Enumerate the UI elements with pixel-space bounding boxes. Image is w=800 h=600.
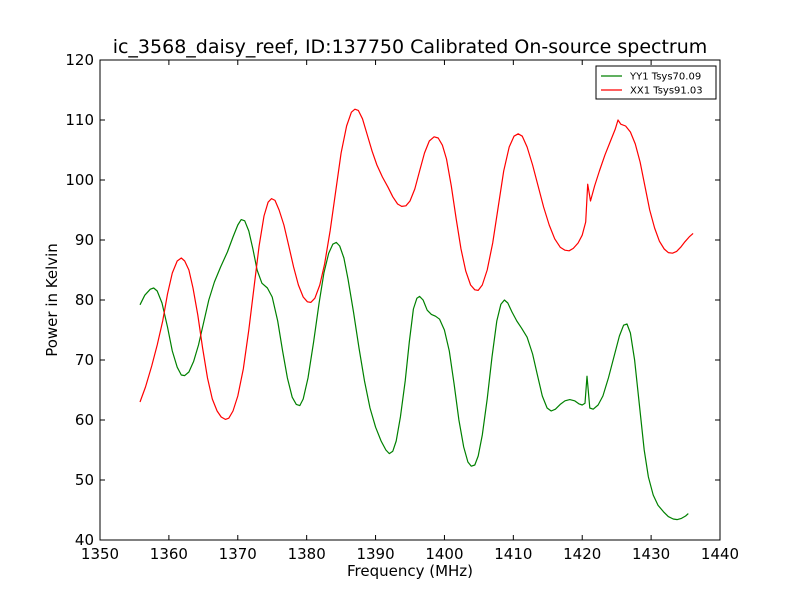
x-tick-label: 1390 xyxy=(356,545,394,563)
y-tick-label: 100 xyxy=(65,171,94,189)
x-axis-label: Frequency (MHz) xyxy=(347,562,473,580)
y-tick-label: 90 xyxy=(75,231,94,249)
x-tick-label: 1440 xyxy=(701,545,739,563)
x-tick-label: 1400 xyxy=(425,545,463,563)
y-tick-label: 110 xyxy=(65,111,94,129)
x-tick-label: 1410 xyxy=(494,545,532,563)
chart-title: ic_3568_daisy_reef, ID:137750 Calibrated… xyxy=(113,36,708,58)
x-tick-label: 1420 xyxy=(563,545,601,563)
x-tick-label: 1370 xyxy=(219,545,257,563)
x-tick-label: 1350 xyxy=(81,545,119,563)
x-tick-label: 1380 xyxy=(288,545,326,563)
y-tick-label: 120 xyxy=(65,51,94,69)
series-line-0 xyxy=(139,219,689,521)
y-tick-label: 60 xyxy=(75,411,94,429)
plot-area xyxy=(100,60,720,540)
ticks-layer: 1350 1360 1370 1380 1390 1400 1410 1420 1430 1440… xyxy=(65,51,739,563)
y-tick-label: 80 xyxy=(75,291,94,309)
y-tick-label: 40 xyxy=(75,531,94,549)
legend-box xyxy=(595,65,717,100)
series-line-1 xyxy=(139,108,694,420)
legend-label-0: YY1 Tsys70.09 xyxy=(629,72,701,83)
y-tick-label: 50 xyxy=(75,471,94,489)
y-axis-label: Power in Kelvin xyxy=(43,243,61,357)
legend-label-1: XX1 Tsys91.03 xyxy=(630,86,703,97)
x-tick-label: 1360 xyxy=(150,545,188,563)
legend: YY1 Tsys70.09 XX1 Tsys91.03 xyxy=(595,65,717,100)
x-tick-label: 1430 xyxy=(632,545,670,563)
y-tick-label: 70 xyxy=(75,351,94,369)
series-layer xyxy=(139,108,694,521)
plot-background xyxy=(100,60,720,540)
